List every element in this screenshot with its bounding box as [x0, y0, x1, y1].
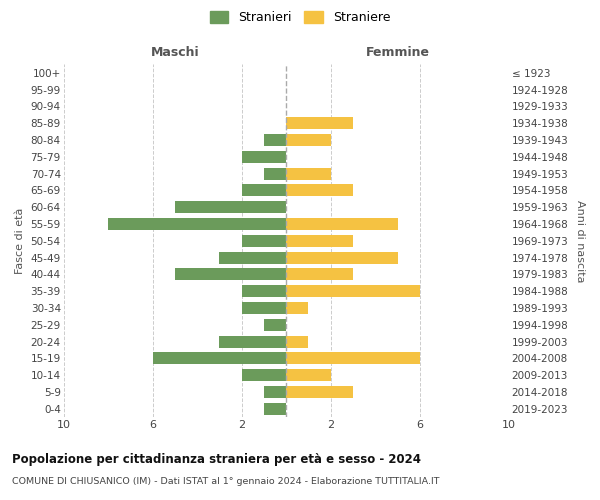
Bar	[286, 218, 398, 230]
Bar	[286, 134, 331, 146]
Bar	[242, 285, 286, 298]
Bar	[175, 201, 286, 213]
Bar	[286, 168, 331, 179]
Bar	[264, 386, 286, 398]
Bar	[152, 352, 286, 364]
Text: Femmine: Femmine	[365, 46, 430, 59]
Bar	[286, 369, 331, 382]
Text: COMUNE DI CHIUSANICO (IM) - Dati ISTAT al 1° gennaio 2024 - Elaborazione TUTTITA: COMUNE DI CHIUSANICO (IM) - Dati ISTAT a…	[12, 478, 439, 486]
Bar	[286, 117, 353, 130]
Bar	[220, 336, 286, 347]
Bar	[286, 336, 308, 347]
Bar	[108, 218, 286, 230]
Bar	[286, 285, 420, 298]
Y-axis label: Anni di nascita: Anni di nascita	[575, 200, 585, 282]
Bar	[286, 352, 420, 364]
Bar	[242, 369, 286, 382]
Bar	[264, 403, 286, 415]
Bar	[242, 184, 286, 196]
Text: Maschi: Maschi	[151, 46, 199, 59]
Bar	[242, 302, 286, 314]
Bar	[264, 319, 286, 331]
Bar	[242, 235, 286, 247]
Bar	[286, 252, 398, 264]
Y-axis label: Fasce di età: Fasce di età	[15, 208, 25, 274]
Bar	[242, 151, 286, 163]
Bar	[264, 134, 286, 146]
Bar	[286, 302, 308, 314]
Text: Popolazione per cittadinanza straniera per età e sesso - 2024: Popolazione per cittadinanza straniera p…	[12, 452, 421, 466]
Bar	[264, 168, 286, 179]
Bar	[286, 235, 353, 247]
Bar	[220, 252, 286, 264]
Bar	[286, 184, 353, 196]
Legend: Stranieri, Straniere: Stranieri, Straniere	[205, 6, 395, 29]
Bar	[286, 268, 353, 280]
Bar	[175, 268, 286, 280]
Bar	[286, 386, 353, 398]
